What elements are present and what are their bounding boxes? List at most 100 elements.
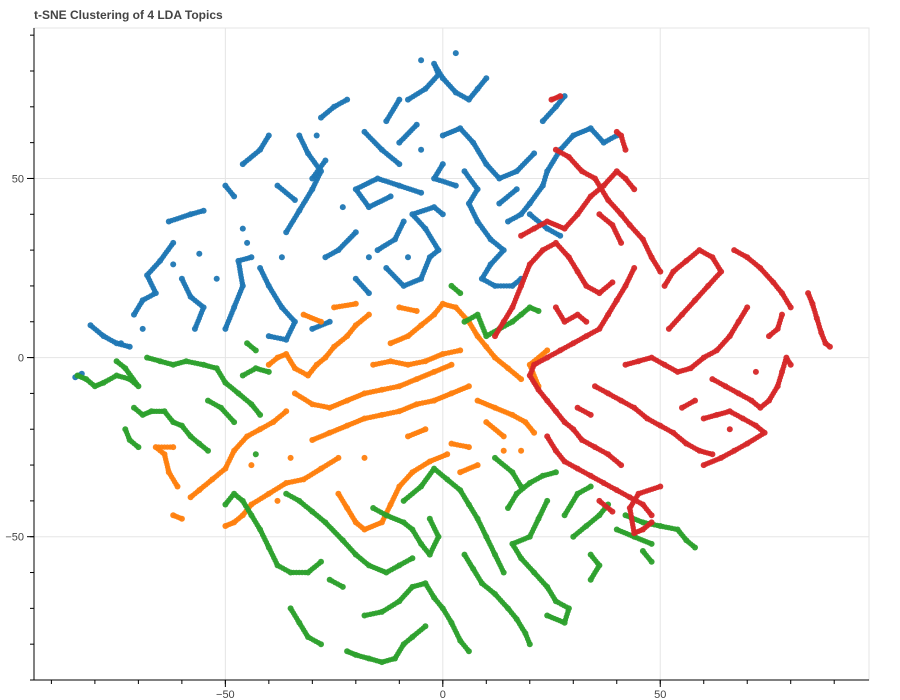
data-point bbox=[692, 544, 698, 551]
data-point bbox=[457, 347, 464, 354]
data-point bbox=[252, 451, 259, 458]
data-point bbox=[587, 483, 594, 490]
data-point bbox=[300, 311, 307, 318]
data-point bbox=[752, 368, 759, 375]
data-point bbox=[535, 308, 542, 314]
topic-series-2 bbox=[74, 282, 698, 666]
data-point bbox=[483, 75, 490, 82]
data-point bbox=[500, 433, 507, 440]
data-point bbox=[513, 186, 520, 193]
data-point bbox=[118, 340, 124, 347]
chart-title: t-SNE Clustering of 4 LDA Topics bbox=[34, 8, 223, 22]
data-point bbox=[587, 576, 594, 583]
data-point bbox=[518, 447, 525, 454]
data-point bbox=[552, 469, 559, 476]
data-point bbox=[352, 300, 359, 307]
data-point bbox=[322, 157, 329, 164]
data-point bbox=[113, 358, 120, 365]
data-point bbox=[452, 182, 459, 189]
data-point bbox=[439, 211, 446, 218]
data-point bbox=[296, 132, 303, 139]
data-point bbox=[222, 182, 229, 189]
scatter-points bbox=[72, 50, 833, 666]
data-point bbox=[344, 96, 351, 103]
data-point bbox=[135, 444, 142, 451]
data-point bbox=[500, 447, 507, 454]
data-point bbox=[787, 361, 794, 368]
data-point bbox=[318, 558, 324, 565]
data-point bbox=[448, 440, 455, 447]
data-point bbox=[422, 623, 429, 630]
data-point bbox=[257, 411, 264, 418]
data-point bbox=[779, 311, 785, 318]
data-point bbox=[457, 290, 464, 297]
data-point bbox=[583, 318, 590, 325]
data-point bbox=[557, 232, 564, 239]
data-point bbox=[544, 612, 551, 619]
topic-series-3 bbox=[492, 93, 833, 537]
data-point bbox=[609, 279, 616, 286]
y-tick-label: 50 bbox=[12, 173, 24, 185]
topic-series-0 bbox=[72, 50, 620, 381]
data-point bbox=[239, 225, 246, 232]
data-point bbox=[339, 204, 346, 211]
data-point bbox=[405, 254, 411, 261]
data-point bbox=[500, 569, 507, 576]
data-point bbox=[365, 290, 372, 297]
data-point bbox=[370, 505, 377, 511]
data-point bbox=[322, 254, 329, 261]
data-point bbox=[252, 347, 259, 354]
data-point bbox=[744, 304, 751, 311]
data-point bbox=[170, 239, 177, 246]
data-point bbox=[639, 548, 646, 554]
data-point bbox=[365, 254, 372, 261]
data-point bbox=[400, 218, 407, 225]
data-point bbox=[196, 250, 203, 257]
data-point bbox=[361, 454, 368, 461]
data-point bbox=[531, 150, 538, 157]
x-tick-label: 0 bbox=[440, 689, 446, 700]
data-point bbox=[657, 483, 664, 490]
data-point bbox=[326, 318, 333, 325]
axes bbox=[27, 28, 869, 687]
data-point bbox=[709, 451, 716, 458]
data-point bbox=[278, 254, 285, 261]
data-point bbox=[200, 207, 207, 214]
data-point bbox=[526, 641, 533, 648]
data-point bbox=[170, 444, 177, 451]
data-point bbox=[244, 239, 251, 246]
data-point bbox=[700, 462, 707, 469]
data-point bbox=[618, 239, 625, 246]
data-point bbox=[383, 118, 390, 125]
data-point bbox=[726, 426, 733, 433]
x-tick-label: −50 bbox=[216, 689, 235, 700]
data-point bbox=[405, 433, 411, 440]
data-point bbox=[396, 161, 403, 168]
data-point bbox=[518, 483, 525, 490]
data-point bbox=[409, 555, 416, 562]
data-point bbox=[313, 132, 320, 139]
data-point bbox=[365, 311, 372, 318]
data-point bbox=[418, 57, 425, 64]
data-point bbox=[265, 368, 272, 375]
data-point bbox=[648, 540, 655, 547]
data-point bbox=[618, 462, 625, 469]
y-tick-label: 0 bbox=[18, 353, 24, 365]
data-point bbox=[283, 408, 290, 415]
data-point bbox=[413, 121, 420, 128]
data-point bbox=[287, 454, 294, 461]
data-point bbox=[557, 93, 564, 100]
data-point bbox=[587, 411, 594, 418]
data-point bbox=[465, 648, 472, 655]
data-point bbox=[518, 376, 525, 383]
data-point bbox=[457, 469, 464, 476]
data-point bbox=[274, 497, 281, 504]
data-point bbox=[418, 146, 425, 153]
data-point bbox=[657, 268, 664, 275]
data-point bbox=[631, 186, 638, 193]
data-point bbox=[544, 347, 551, 354]
data-point bbox=[248, 254, 255, 261]
data-point bbox=[231, 419, 238, 426]
data-point bbox=[452, 50, 459, 57]
data-point bbox=[609, 508, 616, 515]
